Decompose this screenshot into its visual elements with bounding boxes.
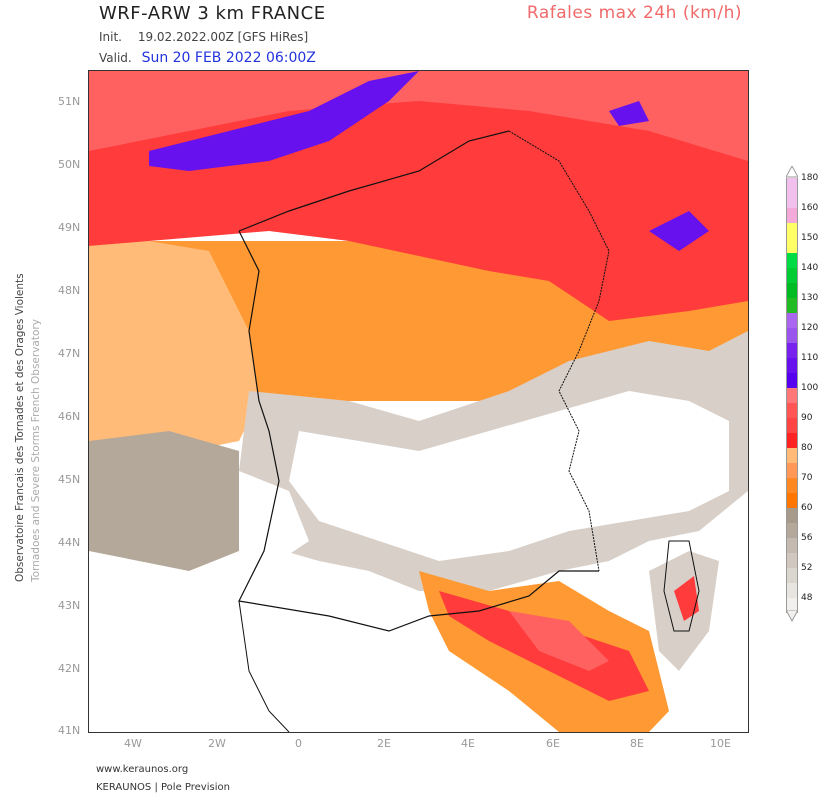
legend-value-label: 180 xyxy=(801,173,819,183)
website-link[interactable]: www.keraunos.org xyxy=(96,764,189,775)
legend-color-swatch xyxy=(786,253,798,268)
legend-value-label: 150 xyxy=(801,233,819,243)
legend-color-swatch xyxy=(786,223,798,238)
legend-color-swatch xyxy=(786,343,798,358)
init-value: 19.02.2022.00Z [GFS HiRes] xyxy=(137,30,309,44)
lat-label: 42N xyxy=(58,662,81,675)
legend-color-swatch xyxy=(786,433,798,448)
map-title: WRF-ARW 3 km FRANCE xyxy=(99,3,326,24)
legend-color-swatch xyxy=(786,208,798,223)
legend-value-label: 130 xyxy=(801,293,819,303)
border-line xyxy=(508,130,610,572)
init-line: Init. 19.02.2022.00Z [GFS HiRes] xyxy=(99,30,308,44)
observatory-credit-en: Tornadoes and Severe Storms French Obser… xyxy=(30,319,42,582)
legend-value-label: 56 xyxy=(801,533,813,543)
legend-color-swatch xyxy=(786,583,798,598)
lon-label: 10E xyxy=(710,737,731,750)
lon-label: 8E xyxy=(630,737,644,750)
legend-color-swatch xyxy=(786,478,798,493)
legend-color-swatch xyxy=(786,418,798,433)
legend-value-label: 100 xyxy=(801,383,819,393)
lat-label: 41N xyxy=(58,724,81,737)
init-label: Init. xyxy=(99,30,122,44)
legend-color-swatch xyxy=(786,508,798,523)
coastline xyxy=(238,230,599,632)
lat-label: 47N xyxy=(58,347,81,360)
legend-color-swatch xyxy=(786,493,798,508)
lat-label: 44N xyxy=(58,536,81,549)
forecast-map xyxy=(88,70,749,733)
valid-label: Valid. xyxy=(99,51,132,65)
product-name: Rafales max 24h (km/h) xyxy=(526,3,742,23)
lat-label: 46N xyxy=(58,410,81,423)
legend-color-swatch xyxy=(786,358,798,373)
grey-wind-zone xyxy=(89,431,239,571)
lat-label: 50N xyxy=(58,158,81,171)
lon-label: 4E xyxy=(461,737,475,750)
legend-bottom-arrow xyxy=(786,610,798,622)
legend-color-swatch xyxy=(786,523,798,538)
lon-label: 6E xyxy=(546,737,560,750)
lat-label: 43N xyxy=(58,599,81,612)
lat-label: 45N xyxy=(58,473,81,486)
legend-value-label: 140 xyxy=(801,263,819,273)
legend-top-arrow xyxy=(786,166,798,178)
legend-value-label: 160 xyxy=(801,203,819,213)
legend-value-label: 48 xyxy=(801,593,813,603)
lon-label: 4W xyxy=(124,737,142,750)
legend-color-swatch xyxy=(786,598,798,613)
legend-color-swatch xyxy=(786,313,798,328)
legend-color-swatch xyxy=(786,388,798,403)
observatory-credit: Observatoire Francais des Tornades et de… xyxy=(14,273,26,582)
legend-color-swatch xyxy=(786,328,798,343)
legend-value-label: 110 xyxy=(801,353,819,363)
lat-label: 51N xyxy=(58,95,81,108)
legend-value-label: 90 xyxy=(801,413,813,423)
legend-color-swatch xyxy=(786,193,798,208)
company-credit: KERAUNOS | Pole Prevision xyxy=(96,782,230,793)
lon-label: 2E xyxy=(377,737,391,750)
legend-value-label: 60 xyxy=(801,503,813,513)
legend-color-swatch xyxy=(786,568,798,583)
legend-color-swatch xyxy=(786,298,798,313)
legend-value-label: 70 xyxy=(801,473,813,483)
legend-value-label: 120 xyxy=(801,323,819,333)
legend-color-swatch xyxy=(786,178,798,193)
legend-color-swatch xyxy=(786,268,798,283)
legend-color-swatch xyxy=(786,403,798,418)
legend-value-label: 80 xyxy=(801,443,813,453)
legend-color-swatch xyxy=(786,238,798,253)
map-canvas xyxy=(89,71,748,732)
lat-label: 48N xyxy=(58,284,81,297)
legend-color-swatch xyxy=(786,373,798,388)
legend-color-swatch xyxy=(786,283,798,298)
legend-color-swatch xyxy=(786,553,798,568)
legend-value-label: 52 xyxy=(801,563,813,573)
legend-color-swatch xyxy=(786,463,798,478)
legend-color-swatch xyxy=(786,538,798,553)
valid-value: Sun 20 FEB 2022 06:00Z xyxy=(141,50,316,66)
legend-color-swatch xyxy=(786,448,798,463)
valid-line: Valid. Sun 20 FEB 2022 06:00Z xyxy=(99,50,316,66)
purple-wind-zone xyxy=(149,71,419,171)
lat-label: 49N xyxy=(58,221,81,234)
lon-label: 0 xyxy=(295,737,302,750)
lon-label: 2W xyxy=(208,737,226,750)
